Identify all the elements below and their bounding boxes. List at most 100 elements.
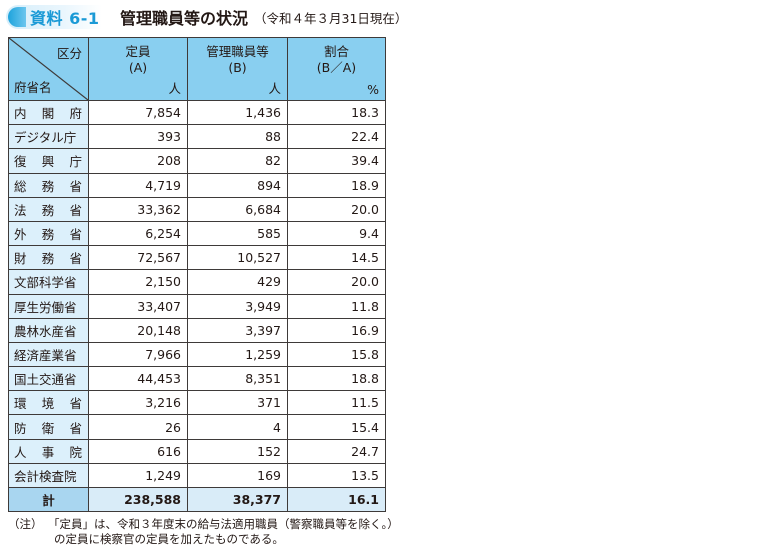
capacity-cell: 208 bbox=[88, 148, 188, 174]
column-title: 定員 bbox=[125, 44, 151, 59]
table-row: 総務省 4,719 894 18.9 bbox=[8, 172, 386, 198]
capacity-cell: 33,407 bbox=[88, 293, 188, 319]
staff-table: 区分 府省名 定員 (A) 人 管理職員等 (B) 人 bbox=[8, 37, 386, 513]
ministry-name: 人事院 bbox=[8, 438, 89, 464]
managers-cell: 152 bbox=[187, 438, 288, 464]
ministry-name-text: 防衛省 bbox=[14, 420, 82, 436]
page-title: 管理職員等の状況 bbox=[120, 9, 249, 28]
ratio-cell: 22.4 bbox=[287, 124, 386, 150]
column-header-ratio: 割合 (B／A) % bbox=[287, 37, 386, 101]
table-row: 復興庁 208 82 39.4 bbox=[8, 148, 386, 174]
ratio-cell: 11.8 bbox=[287, 293, 386, 319]
ratio-cell: 18.8 bbox=[287, 366, 386, 392]
table-row: 経済産業省 7,966 1,259 15.8 bbox=[8, 341, 386, 368]
diagonal-line-icon bbox=[9, 38, 88, 100]
ministry-name: 厚生労働省 bbox=[8, 293, 89, 319]
capacity-cell: 393 bbox=[88, 124, 188, 150]
ratio-cell: 18.9 bbox=[287, 172, 386, 198]
ratio-cell: 18.3 bbox=[287, 99, 386, 126]
ministry-name-text: 総務省 bbox=[14, 178, 82, 194]
column-title: 割合 bbox=[323, 44, 349, 59]
ministry-name-text: 復興庁 bbox=[14, 154, 82, 170]
footnote: （注） 「定員」は、令和３年度末の給与法適用職員（警察職員等を除く。） の定員に検… bbox=[8, 517, 399, 547]
total-managers: 38,377 bbox=[187, 486, 288, 513]
capacity-cell: 44,453 bbox=[88, 366, 188, 392]
column-header-capacity: 定員 (A) 人 bbox=[88, 37, 188, 101]
ratio-cell: 11.5 bbox=[287, 390, 386, 416]
ratio-cell: 20.0 bbox=[287, 196, 386, 222]
total-row: 計 238,588 38,377 16.1 bbox=[8, 486, 386, 513]
ministry-name-text: 法務省 bbox=[14, 202, 82, 218]
ratio-cell: 9.4 bbox=[287, 220, 386, 247]
capacity-cell: 20,148 bbox=[88, 317, 188, 343]
ratio-cell: 14.5 bbox=[287, 245, 386, 271]
ministry-name: 環境省 bbox=[8, 390, 89, 416]
managers-cell: 3,397 bbox=[187, 317, 288, 343]
ratio-cell: 13.5 bbox=[287, 462, 386, 489]
ministry-name: 総務省 bbox=[8, 172, 89, 198]
capacity-cell: 72,567 bbox=[88, 245, 188, 271]
managers-cell: 1,259 bbox=[187, 341, 288, 368]
badge-swoosh-icon bbox=[8, 7, 26, 27]
ratio-cell: 15.8 bbox=[287, 341, 386, 368]
ministry-name: 復興庁 bbox=[8, 148, 89, 174]
table-body: 内閣府 7,854 1,436 18.3 デジタル庁 393 88 22.4 復興庁 208 82 3… bbox=[8, 99, 386, 513]
corner-bottom-label: 府省名 bbox=[14, 80, 52, 95]
ratio-cell: 20.0 bbox=[287, 269, 386, 295]
table-row: 内閣府 7,854 1,436 18.3 bbox=[8, 99, 386, 126]
managers-cell: 88 bbox=[187, 124, 288, 150]
managers-cell: 169 bbox=[187, 462, 288, 489]
table-row: 国土交通省 44,453 8,351 18.8 bbox=[8, 366, 386, 392]
ministry-name: 農林水産省 bbox=[8, 317, 89, 343]
table-row: 防衛省 26 4 15.4 bbox=[8, 414, 386, 440]
ministry-name: 内閣府 bbox=[8, 99, 89, 126]
ministry-name: 防衛省 bbox=[8, 414, 89, 440]
managers-cell: 894 bbox=[187, 172, 288, 198]
managers-cell: 585 bbox=[187, 220, 288, 247]
ministry-name: デジタル庁 bbox=[8, 124, 89, 150]
ministry-name: 外務省 bbox=[8, 220, 89, 247]
capacity-cell: 7,854 bbox=[88, 99, 188, 126]
ratio-cell: 15.4 bbox=[287, 414, 386, 440]
footnote-line-2: の定員に検察官の定員を加えたものである。 bbox=[54, 532, 284, 546]
managers-cell: 3,949 bbox=[187, 293, 288, 319]
ministry-name-text: 内閣府 bbox=[14, 106, 82, 122]
column-subtitle: (B) bbox=[228, 60, 247, 75]
table-row: デジタル庁 393 88 22.4 bbox=[8, 124, 386, 150]
column-subtitle: (B／A) bbox=[316, 60, 357, 75]
table-row: 外務省 6,254 585 9.4 bbox=[8, 220, 386, 247]
capacity-cell: 3,216 bbox=[88, 390, 188, 416]
ratio-cell: 16.9 bbox=[287, 317, 386, 343]
column-title: 管理職員等 bbox=[206, 44, 269, 59]
capacity-cell: 2,150 bbox=[88, 269, 188, 295]
managers-cell: 82 bbox=[187, 148, 288, 174]
capacity-cell: 26 bbox=[88, 414, 188, 440]
capacity-cell: 7,966 bbox=[88, 341, 188, 368]
managers-cell: 429 bbox=[187, 269, 288, 295]
table-header-row: 区分 府省名 定員 (A) 人 管理職員等 (B) 人 bbox=[8, 37, 386, 101]
managers-cell: 371 bbox=[187, 390, 288, 416]
ministry-name: 財務省 bbox=[8, 245, 89, 271]
column-unit: 人 bbox=[168, 81, 181, 96]
ministry-name-text: 人事院 bbox=[14, 444, 82, 460]
table-row: 厚生労働省 33,407 3,949 11.8 bbox=[8, 293, 386, 319]
ministry-name: 文部科学省 bbox=[8, 269, 89, 295]
ratio-cell: 24.7 bbox=[287, 438, 386, 464]
capacity-cell: 1,249 bbox=[88, 462, 188, 489]
table-row: 農林水産省 20,148 3,397 16.9 bbox=[8, 317, 386, 343]
page-subtitle: （令和４年３月31日現在） bbox=[254, 10, 408, 26]
ministry-name-text: 外務省 bbox=[14, 227, 82, 243]
ministry-name: 法務省 bbox=[8, 196, 89, 222]
managers-cell: 4 bbox=[187, 414, 288, 440]
total-ratio: 16.1 bbox=[287, 486, 386, 513]
footnote-line-1: 「定員」は、令和３年度末の給与法適用職員（警察職員等を除く。） bbox=[48, 517, 399, 531]
capacity-cell: 616 bbox=[88, 438, 188, 464]
badge-label: 資料 6-1 bbox=[30, 9, 100, 28]
managers-cell: 8,351 bbox=[187, 366, 288, 392]
ministry-name: 経済産業省 bbox=[8, 341, 89, 368]
column-unit: 人 bbox=[268, 81, 281, 96]
ministry-name: 国土交通省 bbox=[8, 366, 89, 392]
managers-cell: 6,684 bbox=[187, 196, 288, 222]
table-row: 法務省 33,362 6,684 20.0 bbox=[8, 196, 386, 222]
capacity-cell: 33,362 bbox=[88, 196, 188, 222]
